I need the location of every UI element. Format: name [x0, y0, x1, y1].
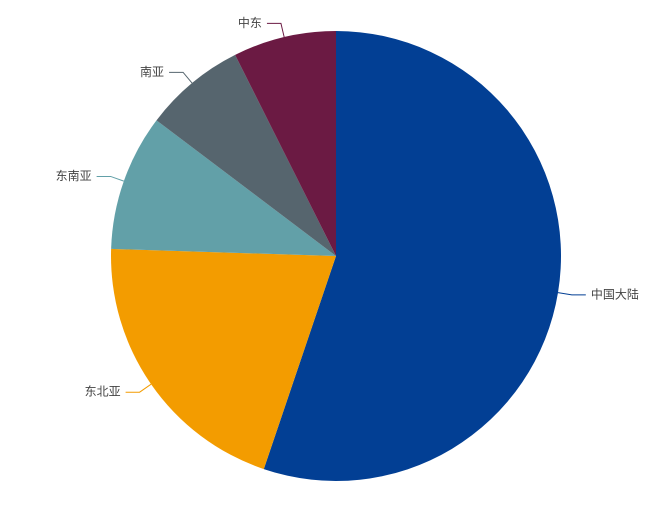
leader-line: [96, 175, 124, 182]
slice-label: 南亚: [140, 64, 164, 79]
pie-slice: [235, 31, 336, 256]
leader-line: [557, 292, 586, 296]
pie-slice: [111, 248, 336, 470]
slice-label: 中国大陆: [591, 286, 639, 301]
pie-slice: [263, 31, 562, 481]
pie-slice: [156, 54, 336, 256]
leader-line: [125, 383, 152, 393]
leader-line: [169, 71, 193, 84]
slice-label: 中东: [238, 15, 262, 30]
leader-line: [266, 22, 285, 38]
slice-label: 东北亚: [85, 385, 121, 399]
pie-slice: [111, 120, 336, 256]
slice-label: 东南亚: [56, 168, 92, 183]
